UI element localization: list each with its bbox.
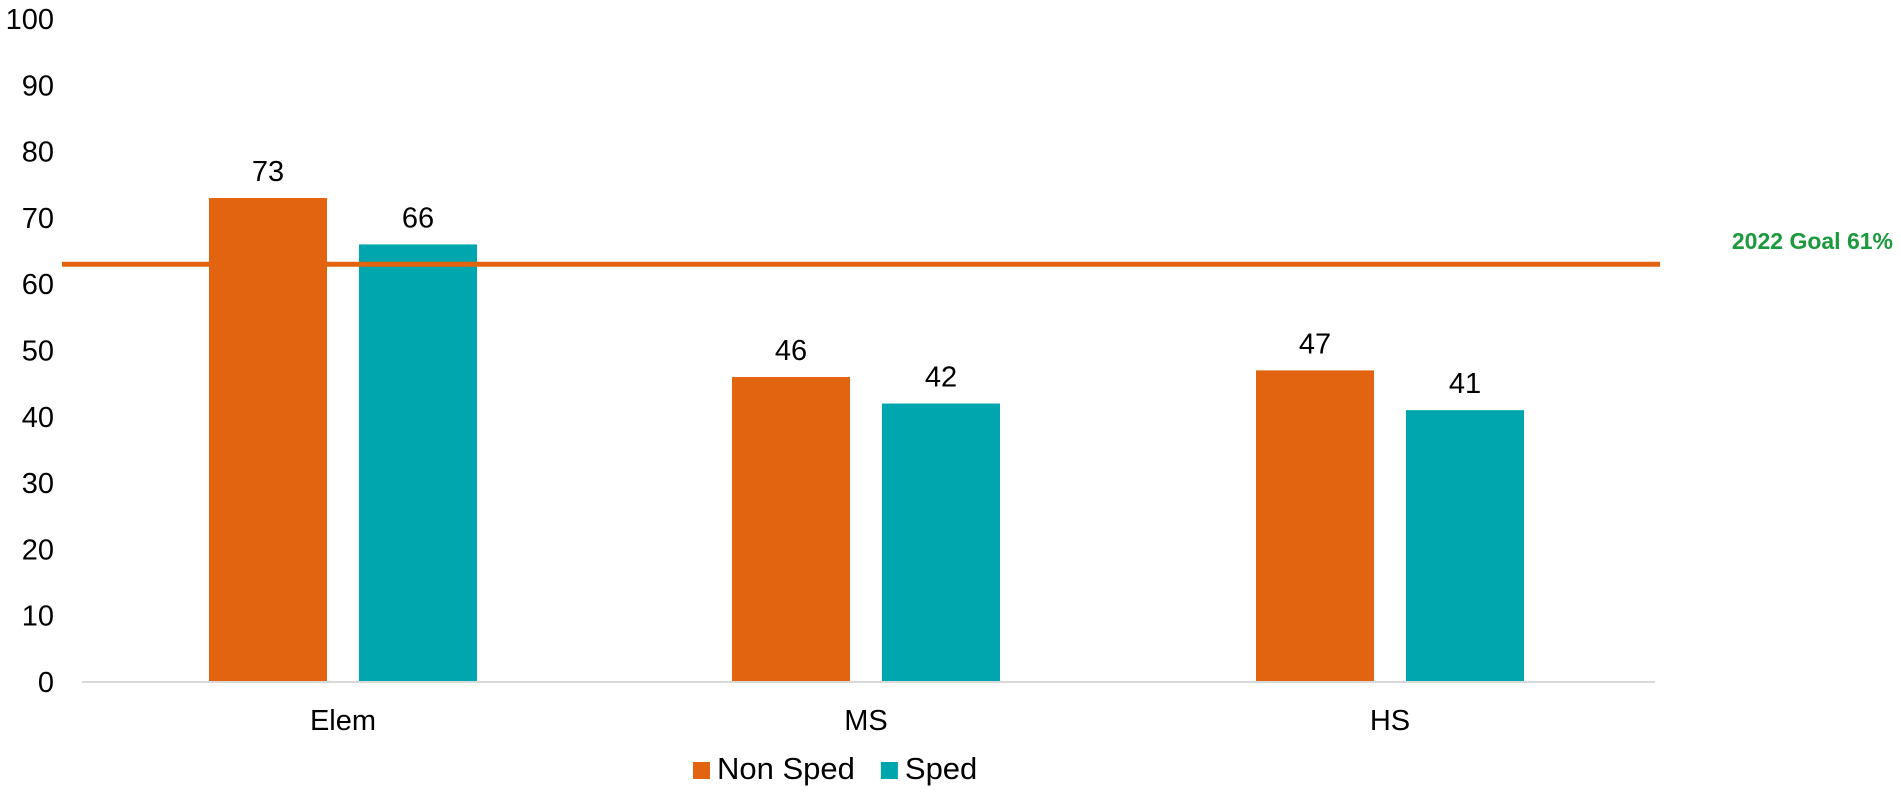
bar-non-sped-ms [732, 377, 850, 682]
bar-sped-hs [1406, 410, 1524, 682]
y-tick-label: 20 [22, 534, 54, 566]
y-tick-label: 100 [6, 4, 54, 36]
bars-layer [209, 198, 1524, 683]
legend-swatch [693, 762, 710, 779]
legend-swatch [880, 762, 898, 779]
y-axis: 0 10 20 30 40 50 60 70 80 90 100 [6, 4, 54, 699]
legend-label: Sped [905, 751, 977, 786]
data-label: 41 [1449, 368, 1481, 400]
y-tick-label: 10 [22, 601, 54, 633]
data-label: 47 [1299, 328, 1331, 360]
goal-label: 2022 Goal 61% [1732, 228, 1893, 254]
y-tick-label: 50 [22, 336, 54, 368]
y-tick-label: 60 [22, 269, 54, 301]
data-label: 73 [252, 156, 284, 188]
y-tick-label: 70 [22, 203, 54, 235]
x-tick-label: Elem [310, 705, 376, 737]
data-labels-layer: 73 66 46 42 47 41 [252, 156, 1481, 400]
bar-non-sped-hs [1256, 370, 1374, 682]
data-label: 66 [402, 202, 434, 234]
legend: Non Sped Sped [693, 751, 977, 786]
y-tick-label: 40 [22, 402, 54, 434]
x-axis: Elem MS HS [310, 705, 1410, 737]
bar-sped-ms [882, 403, 1000, 682]
x-tick-label: MS [844, 705, 888, 737]
data-label: 46 [775, 335, 807, 367]
bar-non-sped-elem [209, 198, 327, 682]
data-label: 42 [925, 362, 957, 394]
bar-sped-elem [359, 244, 477, 683]
x-tick-label: HS [1370, 705, 1410, 737]
y-tick-label: 0 [38, 667, 54, 699]
y-tick-label: 30 [22, 468, 54, 500]
legend-label: Non Sped [717, 751, 855, 786]
y-tick-label: 90 [22, 70, 54, 102]
y-tick-label: 80 [22, 137, 54, 169]
